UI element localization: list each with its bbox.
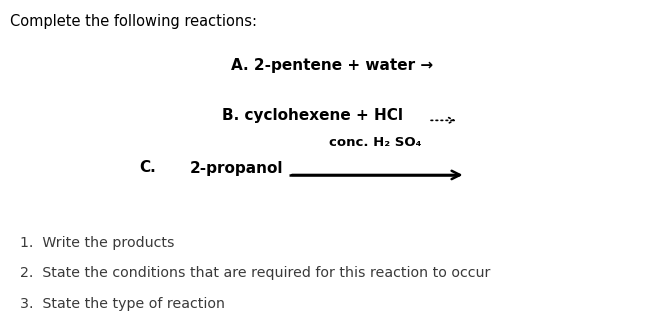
Text: 2.  State the conditions that are required for this reaction to occur: 2. State the conditions that are require… <box>20 266 490 281</box>
Text: B. cyclohexene + HCl: B. cyclohexene + HCl <box>222 108 403 123</box>
Text: conc. H₂ SO₄: conc. H₂ SO₄ <box>329 136 422 149</box>
Text: Complete the following reactions:: Complete the following reactions: <box>10 14 257 30</box>
Text: 2-propanol: 2-propanol <box>190 160 283 176</box>
Text: C.: C. <box>140 160 156 176</box>
Text: 1.  Write the products: 1. Write the products <box>20 236 174 250</box>
Text: 3.  State the type of reaction: 3. State the type of reaction <box>20 297 225 311</box>
Text: A. 2-pentene + water →: A. 2-pentene + water → <box>231 58 434 73</box>
